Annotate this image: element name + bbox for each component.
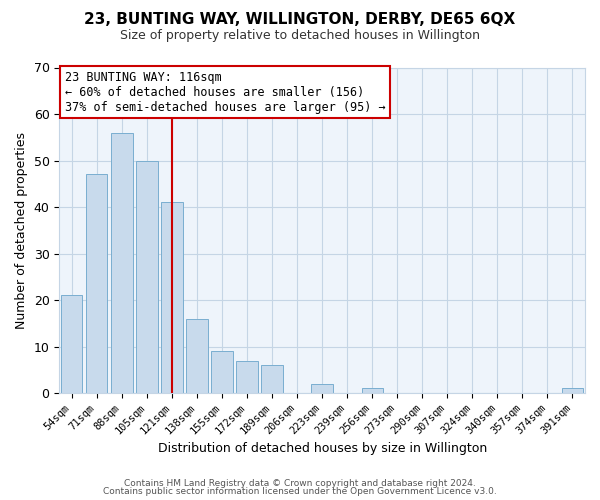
Bar	[311, 384, 333, 393]
Text: Size of property relative to detached houses in Willington: Size of property relative to detached ho…	[120, 29, 480, 42]
Text: 23, BUNTING WAY, WILLINGTON, DERBY, DE65 6QX: 23, BUNTING WAY, WILLINGTON, DERBY, DE65…	[85, 12, 515, 28]
Bar	[262, 365, 283, 393]
Bar	[211, 352, 233, 393]
Bar	[86, 174, 107, 393]
Bar	[187, 318, 208, 393]
Bar	[61, 296, 82, 393]
Bar	[161, 202, 182, 393]
Bar	[362, 388, 383, 393]
Bar	[136, 160, 158, 393]
Bar	[236, 360, 257, 393]
Bar	[111, 132, 133, 393]
Bar	[562, 388, 583, 393]
Text: Contains HM Land Registry data © Crown copyright and database right 2024.: Contains HM Land Registry data © Crown c…	[124, 478, 476, 488]
Text: Contains public sector information licensed under the Open Government Licence v3: Contains public sector information licen…	[103, 487, 497, 496]
X-axis label: Distribution of detached houses by size in Willington: Distribution of detached houses by size …	[158, 442, 487, 455]
Text: 23 BUNTING WAY: 116sqm
← 60% of detached houses are smaller (156)
37% of semi-de: 23 BUNTING WAY: 116sqm ← 60% of detached…	[65, 71, 385, 114]
Y-axis label: Number of detached properties: Number of detached properties	[15, 132, 28, 329]
